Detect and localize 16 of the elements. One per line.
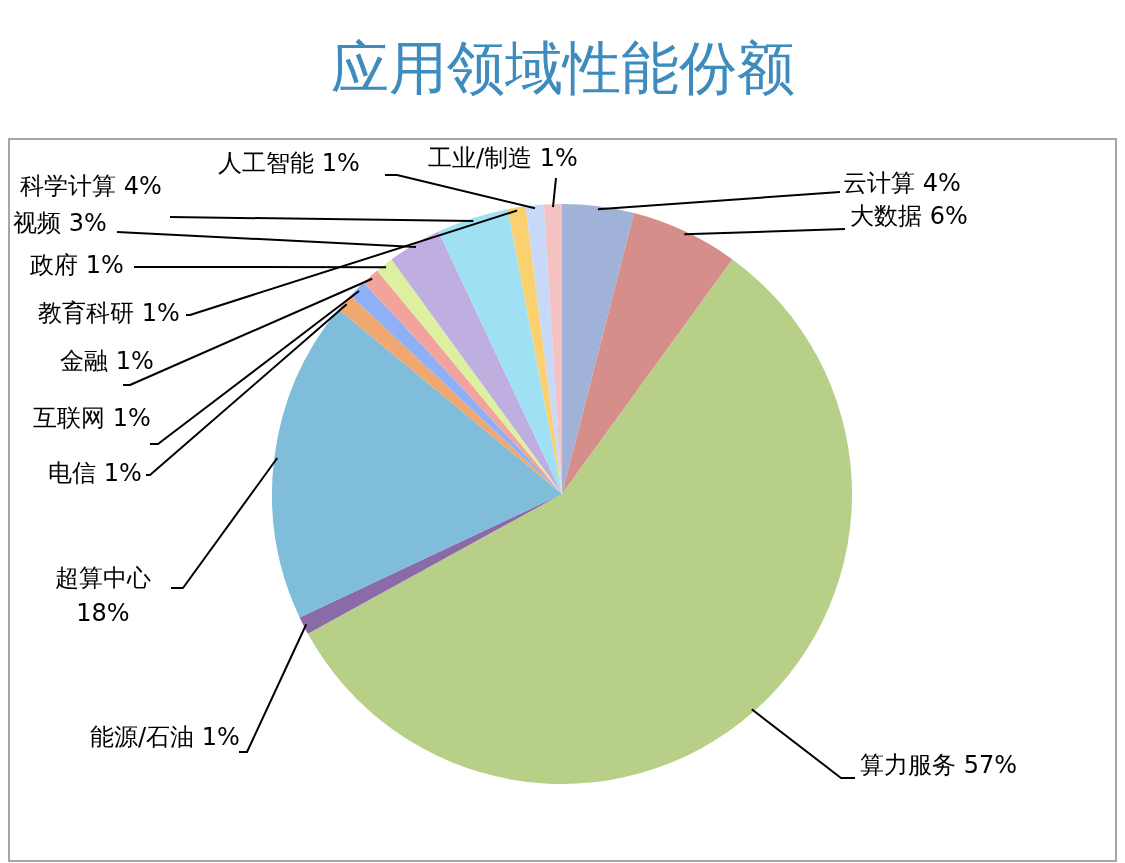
slice-label: 算力服务 57% bbox=[860, 751, 1017, 780]
slice-label: 能源/石油 1% bbox=[90, 723, 240, 752]
slice-label: 金融 1% bbox=[60, 347, 154, 376]
slice-label: 互联网 1% bbox=[33, 404, 151, 433]
slice-label: 大数据 6% bbox=[850, 202, 968, 231]
slice-label: 云计算 4% bbox=[843, 169, 961, 198]
slice-label: 科学计算 4% bbox=[20, 172, 162, 201]
slice-label: 教育科研 1% bbox=[38, 299, 180, 328]
slice-label: 政府 1% bbox=[30, 251, 124, 280]
slice-label: 超算中心 bbox=[55, 564, 151, 593]
chart-title: 应用领域性能份额 bbox=[329, 33, 796, 104]
slice-label: 人工智能 1% bbox=[218, 149, 360, 178]
slice-label: 视频 3% bbox=[13, 209, 107, 238]
slice-label: 工业/制造 1% bbox=[428, 144, 578, 173]
slice-label: 电信 1% bbox=[48, 459, 142, 488]
data-label: 18% bbox=[76, 599, 130, 628]
